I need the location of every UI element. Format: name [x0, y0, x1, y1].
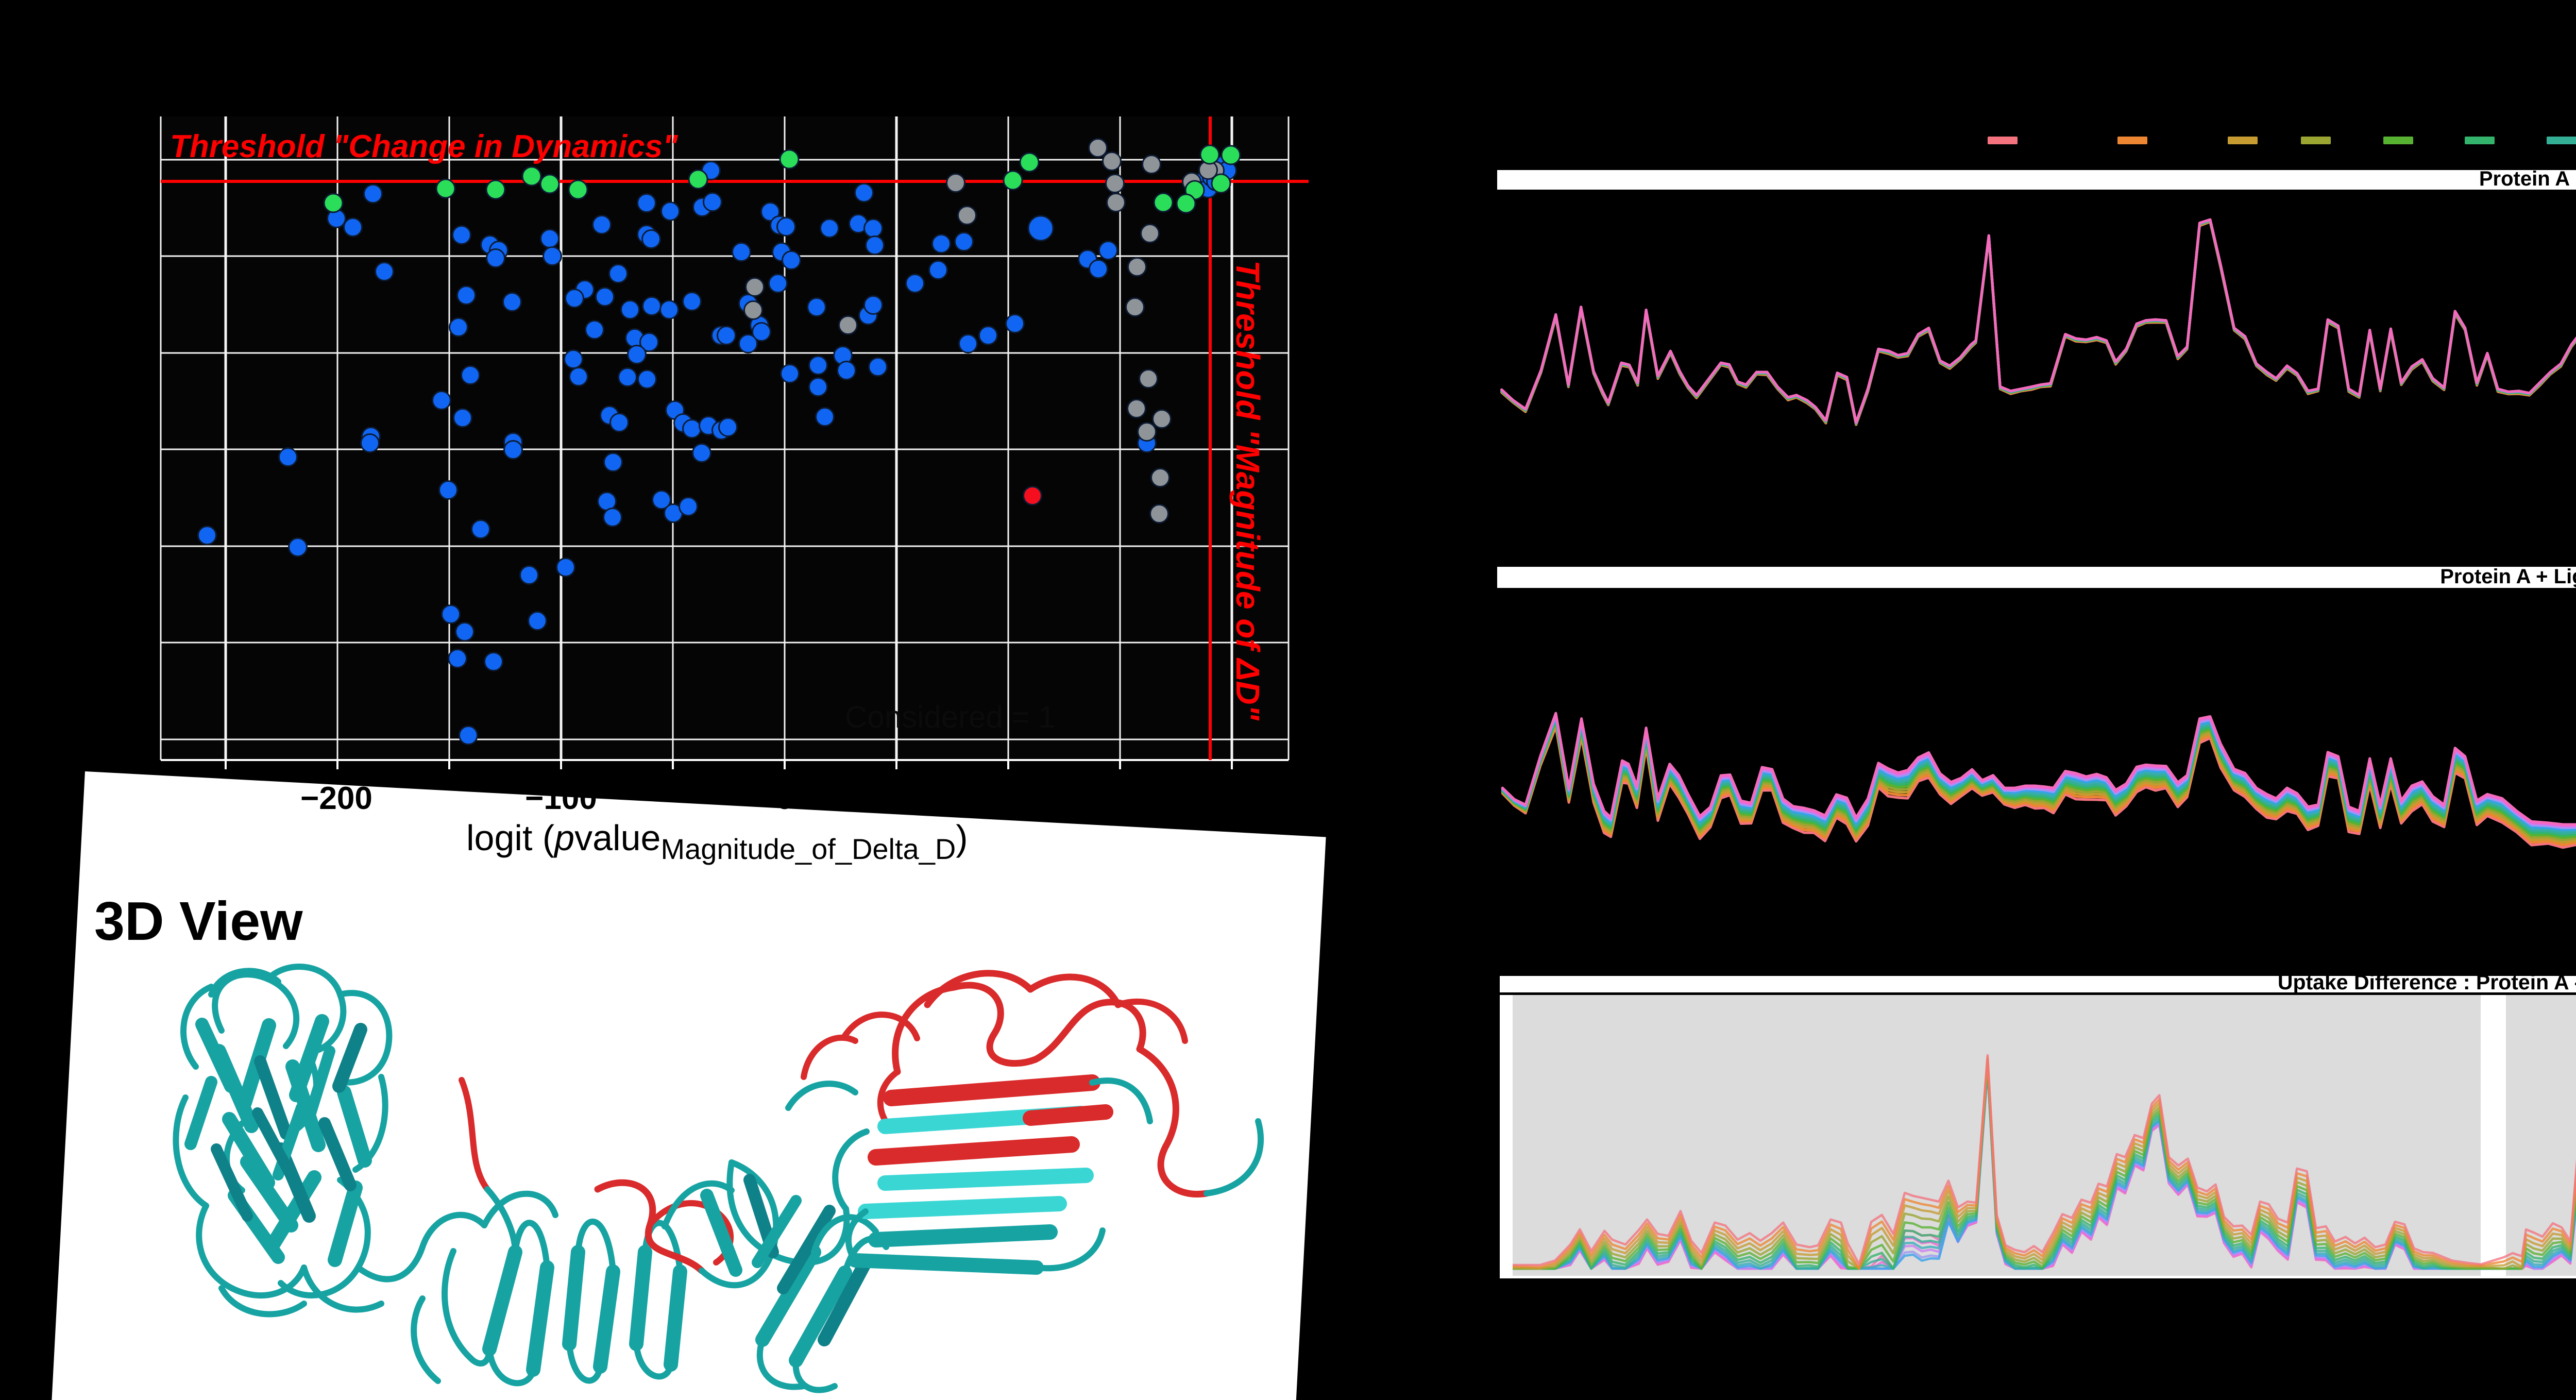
svg-text:Protein A: Protein A [2479, 167, 2570, 190]
svg-text:Considered = 1: Considered = 1 [845, 700, 1056, 734]
svg-text:Threshold "Change in Dynamics": Threshold "Change in Dynamics" [170, 129, 679, 164]
svg-text:Threshold "Magnitude of ΔD": Threshold "Magnitude of ΔD" [1229, 260, 1266, 721]
svg-text:Protein A + Ligand: Protein A + Ligand [2440, 565, 2576, 588]
svg-text:logit (pvalueMagnitude_of_Delt: logit (pvalueMagnitude_of_Delta_D) [466, 818, 968, 865]
svg-text:100: 100 [981, 781, 1035, 816]
svg-text:0: 0 [776, 781, 793, 816]
svg-text:3D View: 3D View [94, 891, 303, 952]
svg-text:−100: −100 [525, 781, 597, 816]
svg-text:−200: −200 [300, 781, 372, 816]
svg-text:Uptake Difference : Protein A: Uptake Difference : Protein A - (Protein… [2278, 970, 2576, 994]
